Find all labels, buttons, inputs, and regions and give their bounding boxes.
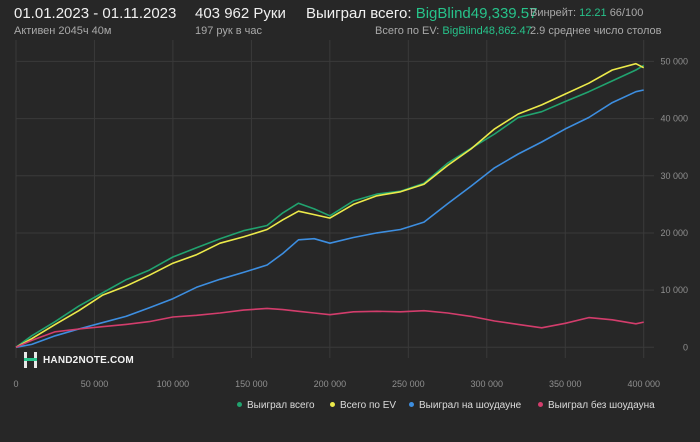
won-ev: Всего по EV: BigBlind48,862.47 xyxy=(375,25,532,37)
legend-won-total[interactable]: Выиграл всего xyxy=(237,400,315,411)
y-axis-ticks: 0 10 000 20 000 30 000 40 000 50 000 xyxy=(660,56,688,352)
legend-dot xyxy=(330,401,335,407)
legend-label: Выиграл без шоудауна xyxy=(548,400,655,411)
x-tick-label: 100 000 xyxy=(157,379,190,389)
won-total: Выиграл всего: BigBlind49,339.57 xyxy=(306,5,537,22)
series-line-ev xyxy=(15,62,645,349)
avg-tables: 2.9 среднее число столов xyxy=(530,25,662,37)
y-tick-label: 10 000 xyxy=(660,285,688,295)
hand2note-logo-text: HAND2NOTE.COM xyxy=(43,355,134,366)
won-ev-label: Всего по EV: xyxy=(375,25,440,37)
legend-dot xyxy=(409,401,414,407)
grid-lines xyxy=(15,40,654,358)
legend-showdown[interactable]: Выиграл на шоудауне xyxy=(409,400,521,411)
y-tick-label: 30 000 xyxy=(660,171,688,181)
x-tick-label: 150 000 xyxy=(235,379,268,389)
x-tick-label: 200 000 xyxy=(314,379,347,389)
legend-ev[interactable]: Всего по EV xyxy=(330,400,396,411)
series-lines xyxy=(15,62,645,349)
legend-label: Выиграл на шоудауне xyxy=(419,400,522,411)
y-tick-label: 40 000 xyxy=(660,114,688,124)
won-total-label: Выиграл всего: xyxy=(306,5,412,22)
x-tick-label: 400 000 xyxy=(627,379,660,389)
x-tick-label: 50 000 xyxy=(81,379,109,389)
legend-dot xyxy=(538,401,543,407)
hands-per-hour: 197 рук в час xyxy=(195,25,263,37)
legend-dot xyxy=(237,401,242,407)
y-tick-label: 0 xyxy=(683,342,688,352)
won-ev-value: BigBlind48,862.47 xyxy=(442,25,532,37)
winrate-value: 12.21 xyxy=(579,7,607,19)
series-line-showdown xyxy=(15,89,644,349)
x-tick-label: 0 xyxy=(13,379,18,389)
hands-count: 403 962 Руки xyxy=(195,5,286,22)
y-tick-label: 20 000 xyxy=(660,228,688,238)
x-axis-ticks: 0 50 000 100 000 150 000 200 000 250 000 300 0… xyxy=(13,379,660,389)
x-tick-label: 250 000 xyxy=(392,379,425,389)
x-tick-label: 350 000 xyxy=(549,379,582,389)
date-range[interactable]: 01.01.2023 - 01.11.2023 xyxy=(14,5,177,22)
active-time: Активен 2045ч 40м xyxy=(14,25,112,37)
series-line-no-showdown xyxy=(15,307,644,349)
legend-label: Всего по EV xyxy=(340,400,397,411)
x-tick-label: 300 000 xyxy=(471,379,504,389)
winrate-rest: 66/100 xyxy=(609,7,644,19)
won-total-value: BigBlind49,339.57 xyxy=(415,5,538,22)
winrate: Винрейт: 12.21 66/100 xyxy=(530,7,643,19)
chart-legend: Выиграл всего Всего по EV Выиграл на шоу… xyxy=(0,400,700,418)
hand2note-logo-icon xyxy=(24,352,37,368)
legend-no-showdown[interactable]: Выиграл без шоудауна xyxy=(538,400,655,411)
y-tick-label: 50 000 xyxy=(660,56,688,66)
winrate-label: Винрейт: xyxy=(530,7,577,19)
series-line-won-total xyxy=(15,64,645,348)
legend-label: Выиграл всего xyxy=(247,400,315,411)
